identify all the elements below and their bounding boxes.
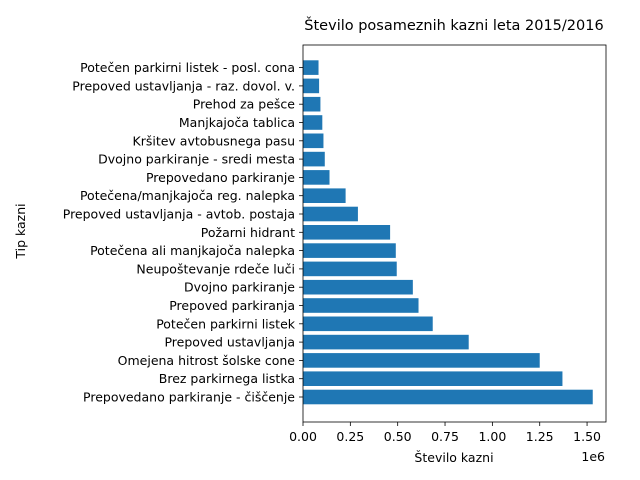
bar-prepoved-ustavljanja-raz-dovol-v xyxy=(303,78,320,94)
chart-title: Število posameznih kazni leta 2015/2016 xyxy=(304,16,603,34)
y-tick-label: Prepovedano parkiranje - čiščenje xyxy=(83,390,295,405)
y-tick-label: Prepoved parkiranja xyxy=(169,298,295,313)
x-tick-label: 0.75 xyxy=(431,429,459,444)
bar-potecen-parkirni-listek-posl-cona xyxy=(303,60,319,75)
bar-omejena-hitrost-solske-cone xyxy=(303,353,540,368)
x-axis-label: Število kazni xyxy=(414,450,493,465)
x-tick-label: 1.25 xyxy=(526,429,554,444)
bar-potecena-manjkajoca-reg-nalepka xyxy=(303,188,346,203)
y-tick-label: Potečena/manjkajoča reg. nalepka xyxy=(80,188,295,203)
y-tick-label: Prehod za pešce xyxy=(193,97,296,112)
y-tick-label: Dvojno parkiranje - sredi mesta xyxy=(98,152,295,167)
y-axis-label: Tip kazni xyxy=(13,203,28,259)
y-tick-label: Potečen parkirni listek xyxy=(156,316,296,331)
bar-prepoved-parkiranja xyxy=(303,298,419,313)
bar-potecena-ali-manjkajoca-nalepka xyxy=(303,243,396,258)
bar-potecen-parkirni-listek xyxy=(303,316,433,332)
bar-pozarni-hidrant xyxy=(303,225,391,240)
y-tick-label: Prepoved ustavljanja xyxy=(164,335,295,350)
x-axis-ticks: 0.00 0.25 0.50 0.75 1.00 1.25 1.50 xyxy=(289,422,601,444)
x-axis-offset-label: 1e6 xyxy=(581,449,605,464)
x-tick-label: 1.00 xyxy=(478,429,506,444)
y-tick-label: Kršitev avtobusnega pasu xyxy=(133,133,295,148)
y-tick-label: Potečen parkirni listek - posl. cona xyxy=(80,60,295,75)
bar-brez-parkirnega-listka xyxy=(303,371,563,386)
plot-area-frame xyxy=(302,44,607,423)
y-tick-label: Potečena ali manjkajoča nalepka xyxy=(90,243,295,258)
x-tick-label: 1.50 xyxy=(573,429,601,444)
y-tick-label: Prepoved ustavljanja - raz. dovol. v. xyxy=(72,78,295,93)
bar-prepoved-ustavljanja xyxy=(303,334,469,350)
x-tick-label: 0.00 xyxy=(289,429,317,444)
bar-neupostevanje-rdece-luci xyxy=(303,261,397,277)
bars-group xyxy=(303,60,593,405)
bar-dvojno-parkiranje xyxy=(303,279,413,295)
y-tick-label: Omejena hitrost šolske cone xyxy=(118,353,296,368)
y-tick-label: Prepoved ustavljanja - avtob. postaja xyxy=(63,207,295,222)
y-axis-ticks: Prepovedano parkiranje - čiščenje Brez pa… xyxy=(63,60,303,405)
bar-prepovedano-parkiranje-ciscenje xyxy=(303,389,593,405)
bar-manjkajoca-tablica xyxy=(303,115,323,130)
bar-prehod-za-pesce xyxy=(303,96,321,112)
bar-dvojno-parkiranje-sredi-mesta xyxy=(303,151,325,167)
y-tick-label: Neupoštevanje rdeče luči xyxy=(136,261,295,276)
bar-krsitev-avtobusnega-pasu xyxy=(303,133,324,149)
y-tick-label: Manjkajoča tablica xyxy=(179,115,295,130)
x-tick-label: 0.25 xyxy=(336,429,364,444)
axes-frame xyxy=(302,44,607,423)
y-tick-label: Dvojno parkiranje xyxy=(184,280,295,295)
bar-prepovedano-parkiranje xyxy=(303,170,330,185)
y-tick-label: Požarni hidrant xyxy=(201,225,295,240)
x-tick-label: 0.50 xyxy=(384,429,412,444)
y-tick-label: Prepovedano parkiranje xyxy=(146,170,295,185)
y-tick-label: Brez parkirnega listka xyxy=(159,371,295,386)
bar-prepoved-ustavljanja-avtob-postaja xyxy=(303,206,358,222)
